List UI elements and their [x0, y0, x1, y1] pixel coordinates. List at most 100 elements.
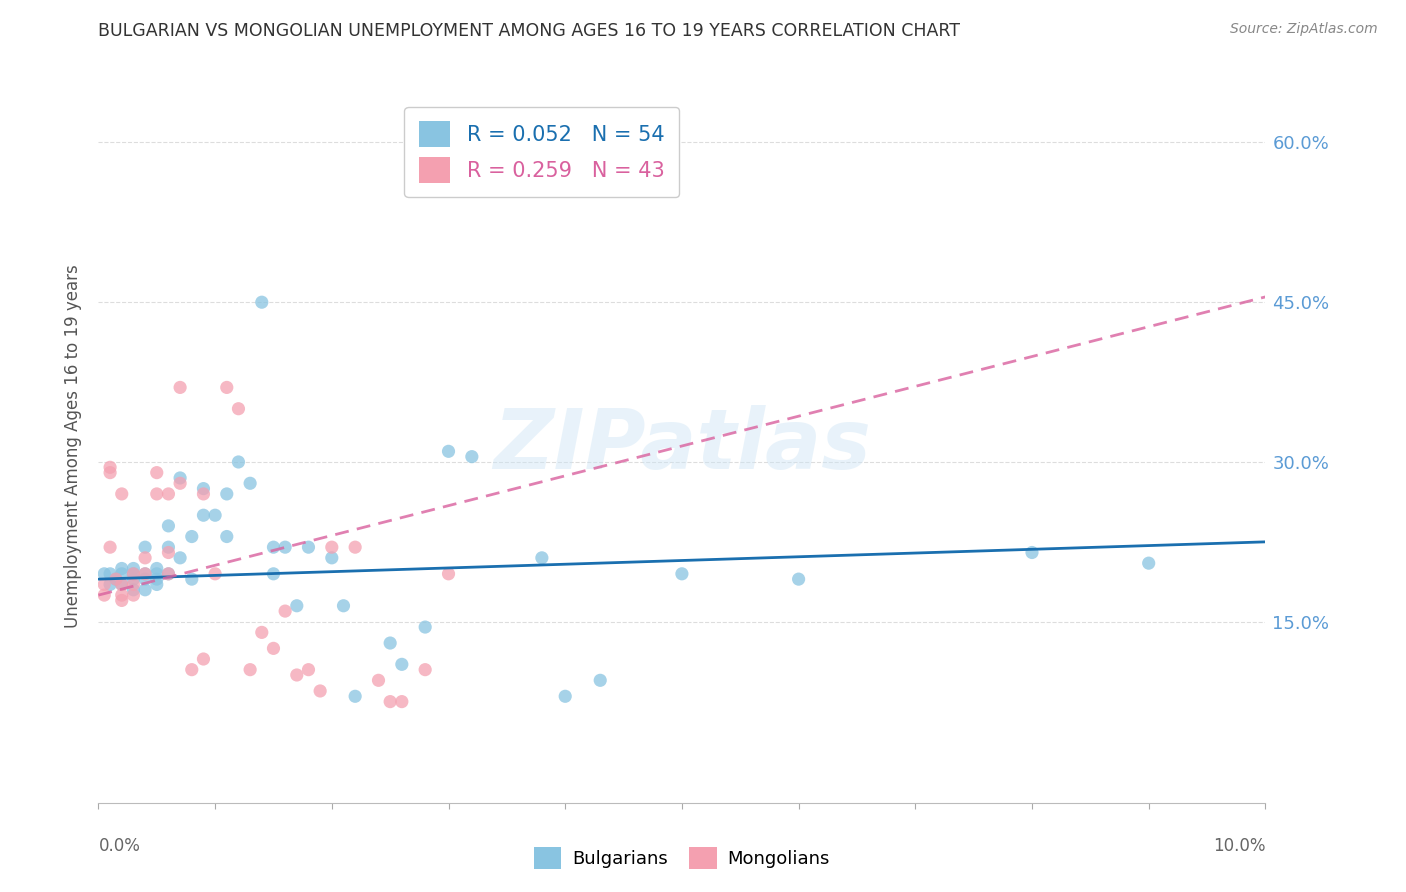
- Point: [180, 572, 202, 586]
- Point: [239, 476, 262, 491]
- Point: [413, 620, 436, 634]
- Point: [530, 550, 553, 565]
- Point: [239, 663, 262, 677]
- Point: [589, 673, 612, 688]
- Point: [111, 588, 134, 602]
- Point: [671, 566, 693, 581]
- Point: [250, 625, 273, 640]
- Point: [309, 684, 332, 698]
- Point: [98, 566, 121, 581]
- Legend: Bulgarians, Mongolians: Bulgarians, Mongolians: [527, 839, 837, 876]
- Point: [111, 487, 134, 501]
- Point: [157, 566, 180, 581]
- Point: [193, 508, 215, 523]
- Point: [122, 572, 145, 586]
- Text: Source: ZipAtlas.com: Source: ZipAtlas.com: [1230, 22, 1378, 37]
- Point: [321, 550, 343, 565]
- Point: [146, 466, 169, 480]
- Point: [93, 588, 115, 602]
- Point: [111, 561, 134, 575]
- Point: [262, 641, 284, 656]
- Point: [262, 540, 284, 554]
- Text: 10.0%: 10.0%: [1213, 837, 1265, 855]
- Point: [193, 487, 215, 501]
- Point: [297, 540, 319, 554]
- Point: [146, 561, 169, 575]
- Point: [98, 540, 121, 554]
- Point: [285, 668, 308, 682]
- Point: [332, 599, 354, 613]
- Point: [157, 566, 180, 581]
- Point: [169, 380, 191, 394]
- Point: [98, 460, 121, 475]
- Text: ZIPatlas: ZIPatlas: [494, 406, 870, 486]
- Text: BULGARIAN VS MONGOLIAN UNEMPLOYMENT AMONG AGES 16 TO 19 YEARS CORRELATION CHART: BULGARIAN VS MONGOLIAN UNEMPLOYMENT AMON…: [98, 22, 960, 40]
- Point: [391, 657, 413, 672]
- Point: [1021, 545, 1043, 559]
- Point: [157, 487, 180, 501]
- Point: [378, 636, 402, 650]
- Point: [169, 476, 191, 491]
- Text: 0.0%: 0.0%: [98, 837, 141, 855]
- Point: [787, 572, 810, 586]
- Point: [169, 550, 191, 565]
- Point: [169, 471, 191, 485]
- Point: [215, 380, 238, 394]
- Point: [157, 540, 180, 554]
- Point: [134, 550, 156, 565]
- Point: [146, 572, 169, 586]
- Point: [204, 566, 226, 581]
- Point: [122, 566, 145, 581]
- Point: [344, 690, 367, 704]
- Point: [111, 566, 134, 581]
- Point: [146, 487, 169, 501]
- Point: [122, 577, 145, 591]
- Point: [93, 577, 115, 591]
- Point: [297, 663, 319, 677]
- Point: [134, 566, 156, 581]
- Point: [1137, 556, 1160, 570]
- Point: [134, 572, 156, 586]
- Point: [461, 450, 484, 464]
- Point: [134, 566, 156, 581]
- Point: [250, 295, 273, 310]
- Point: [215, 529, 238, 543]
- Point: [98, 577, 121, 591]
- Point: [134, 540, 156, 554]
- Point: [228, 455, 250, 469]
- Point: [157, 545, 180, 559]
- Point: [228, 401, 250, 416]
- Point: [180, 663, 202, 677]
- Point: [134, 582, 156, 597]
- Point: [321, 540, 343, 554]
- Point: [193, 652, 215, 666]
- Point: [437, 444, 460, 458]
- Y-axis label: Unemployment Among Ages 16 to 19 years: Unemployment Among Ages 16 to 19 years: [65, 264, 83, 628]
- Point: [530, 168, 553, 182]
- Point: [285, 599, 308, 613]
- Point: [111, 577, 134, 591]
- Point: [180, 529, 202, 543]
- Point: [344, 540, 367, 554]
- Point: [122, 582, 145, 597]
- Point: [391, 695, 413, 709]
- Point: [262, 566, 284, 581]
- Point: [413, 663, 436, 677]
- Point: [215, 487, 238, 501]
- Point: [367, 673, 389, 688]
- Point: [104, 572, 127, 586]
- Point: [437, 566, 460, 581]
- Point: [93, 566, 115, 581]
- Point: [193, 482, 215, 496]
- Point: [104, 572, 127, 586]
- Point: [146, 577, 169, 591]
- Point: [157, 519, 180, 533]
- Point: [554, 690, 576, 704]
- Point: [122, 561, 145, 575]
- Point: [111, 593, 134, 607]
- Point: [378, 695, 402, 709]
- Point: [98, 466, 121, 480]
- Point: [274, 540, 297, 554]
- Point: [122, 566, 145, 581]
- Point: [111, 577, 134, 591]
